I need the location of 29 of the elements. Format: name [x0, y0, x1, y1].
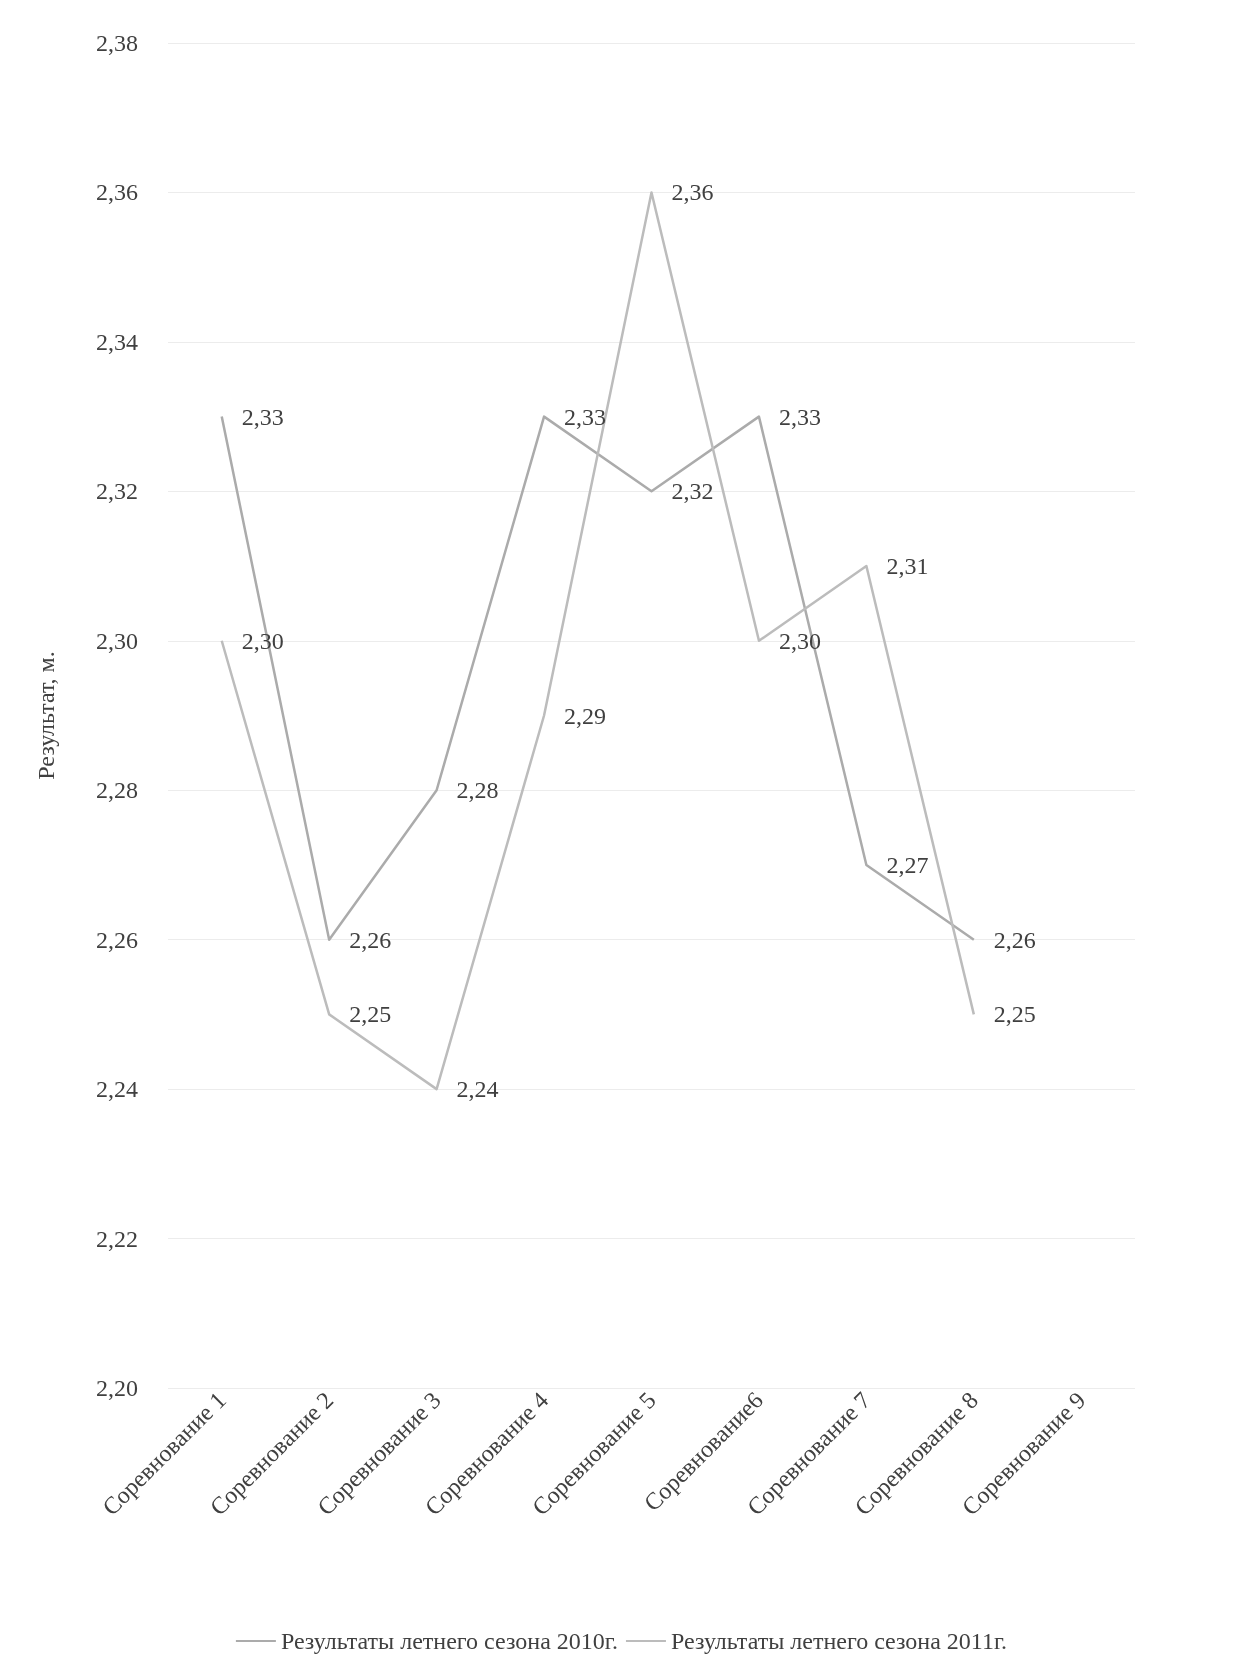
data-label: 2,28 — [456, 777, 499, 804]
data-label: 2,33 — [778, 403, 821, 430]
y-tick-label: 2,32 — [96, 478, 138, 505]
y-tick-label: 2,28 — [96, 777, 138, 804]
y-tick-label: 2,24 — [96, 1076, 138, 1103]
data-label: 2,29 — [564, 702, 607, 729]
data-label: 2,24 — [456, 1076, 499, 1103]
data-label: 2,33 — [564, 403, 607, 430]
y-tick-label: 2,20 — [96, 1375, 138, 1401]
data-label: 2,26 — [349, 926, 392, 953]
legend-label: Результаты летнего сезона 2011г. — [670, 1628, 1008, 1654]
legend-label: Результаты летнего сезона 2010г. — [280, 1628, 618, 1654]
data-label: 2,26 — [993, 926, 1036, 953]
data-label: 2,32 — [671, 478, 714, 505]
y-tick-label: 2,30 — [96, 627, 138, 654]
data-label: 2,33 — [241, 403, 284, 430]
y-tick-label: 2,36 — [96, 179, 138, 206]
data-label: 2,30 — [241, 627, 284, 654]
data-label: 2,25 — [349, 1001, 392, 1028]
data-label: 2,31 — [886, 553, 929, 580]
data-label: 2,27 — [886, 851, 929, 878]
data-label: 2,25 — [993, 1001, 1036, 1028]
y-axis-title: Результат, м. — [33, 651, 59, 780]
y-tick-label: 2,38 — [96, 30, 138, 56]
y-tick-label: 2,34 — [96, 328, 138, 355]
y-tick-label: 2,26 — [96, 926, 138, 953]
data-label: 2,30 — [778, 627, 821, 654]
y-tick-label: 2,22 — [96, 1225, 138, 1252]
data-label: 2,36 — [671, 179, 714, 206]
